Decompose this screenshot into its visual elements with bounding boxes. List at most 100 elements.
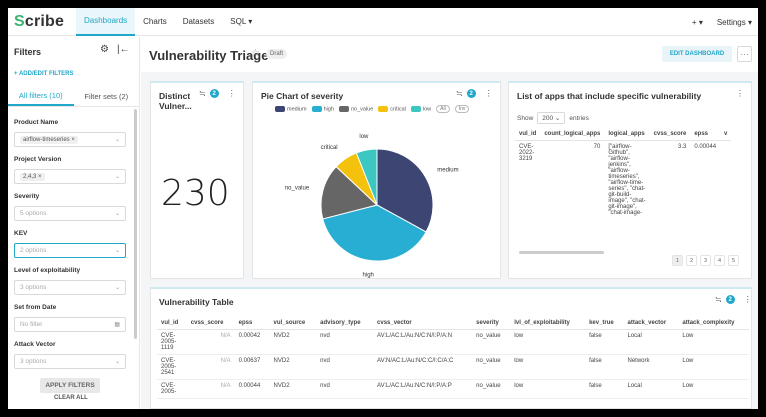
pie-slice-no-value[interactable] <box>320 165 379 220</box>
legend-swatch <box>275 105 285 112</box>
table-row: CVE- 2022- 3219 70 ["airflow- Github", "airf… <box>515 141 731 220</box>
cell-count: 70 <box>593 144 601 150</box>
logical-app-line: "airflow- <box>608 168 630 174</box>
card-menu-icon[interactable]: ⋮ <box>736 89 744 98</box>
entries-select[interactable]: 200 ⌄ <box>537 112 566 124</box>
column-header[interactable]: count_logical_apps <box>540 128 605 141</box>
nav-datasets[interactable]: Datasets <box>182 17 215 26</box>
card-menu-icon[interactable]: ⋮ <box>227 89 236 98</box>
column-header[interactable]: cvss_score <box>186 317 235 330</box>
filter-icon[interactable]: ≒ <box>456 89 463 98</box>
horizontal-scrollbar[interactable] <box>519 251 604 254</box>
scribe-logo[interactable]: Scribe <box>14 12 65 30</box>
legend-item[interactable]: medium <box>275 105 307 112</box>
column-header[interactable]: lvl_of_exploitability <box>510 317 586 330</box>
pie-slice-label: no_value <box>285 186 310 192</box>
column-header[interactable]: cvss_vector <box>373 317 473 330</box>
exploitability-select[interactable]: 3 options ⌄ <box>14 280 126 295</box>
pagination: 1 2 3 4 5 <box>672 255 739 266</box>
column-header[interactable]: advisory_type <box>316 317 374 330</box>
cell-id-line: 2005- <box>161 339 177 345</box>
logical-app-line: ["airflow- <box>608 144 632 150</box>
clear-all-button[interactable]: CLEAR ALL <box>54 395 88 401</box>
severity-select[interactable]: 5 options ⌄ <box>14 206 126 221</box>
card-menu-icon[interactable]: ⋮ <box>743 295 752 304</box>
legend-item[interactable]: low <box>410 105 432 113</box>
cell-cvss: N/A <box>220 358 231 364</box>
product-name-select[interactable]: airflow-timeseries × ⌄ <box>14 132 126 147</box>
cell-id-line: 2005- <box>161 364 177 370</box>
cell-v <box>720 141 731 220</box>
edit-dashboard-button[interactable]: EDIT DASHBOARD <box>662 46 732 62</box>
logical-app-line: jenkins", <box>608 162 631 168</box>
legend-toggle-all[interactable]: All <box>436 105 450 113</box>
nav-dashboards[interactable]: Dashboards <box>76 8 136 36</box>
collapse-panel-icon[interactable]: |← <box>116 44 130 55</box>
cell-vec: AV:L/AC:L/Au:N/C:N/I:P/A:N <box>377 333 453 339</box>
page-button[interactable]: 2 <box>686 255 697 266</box>
logical-app-line: "airflow-time- <box>608 180 644 186</box>
column-header[interactable]: attack_vector <box>623 317 679 330</box>
legend-swatch <box>378 105 389 112</box>
column-header[interactable]: vul_id <box>157 317 187 330</box>
cell-ac: Low <box>682 383 694 389</box>
page-button[interactable]: 5 <box>728 255 739 266</box>
filter-label: Severity <box>14 193 40 200</box>
filter-label: Set from Date <box>14 304 57 311</box>
column-header[interactable]: kev_true <box>585 317 624 330</box>
star-icon[interactable]: ☆ <box>251 48 260 59</box>
filter-label: Level of exploitability <box>14 267 81 274</box>
legend-item[interactable]: high <box>311 105 334 112</box>
chevron-down-icon: ⌄ <box>114 285 120 291</box>
project-version-select[interactable]: 2,4,3 × ⌄ <box>14 169 126 184</box>
add-edit-filters-button[interactable]: + ADD/EDIT FILTERS <box>14 71 74 77</box>
cell-id: CVE- 2005- 2541 <box>157 355 187 380</box>
legend-label: low <box>422 106 432 113</box>
chevron-down-icon: ⌄ <box>114 248 120 254</box>
legend-item[interactable]: critical <box>378 105 406 112</box>
page-button[interactable]: 3 <box>700 255 711 266</box>
plus-menu-button[interactable]: + ▾ <box>691 17 703 27</box>
page-button[interactable]: 4 <box>714 255 725 266</box>
column-header[interactable]: vul_id <box>515 128 541 141</box>
column-header[interactable]: cvss_score <box>649 128 691 141</box>
gear-icon[interactable]: ⚙ <box>100 44 109 55</box>
pie-slice-low[interactable] <box>355 148 378 206</box>
tab-all-filters[interactable]: All filters (10) <box>8 87 74 106</box>
column-header[interactable]: attack_complexity <box>678 317 749 330</box>
page-button[interactable]: 1 <box>672 255 683 266</box>
filter-icon[interactable]: ≒ <box>715 295 722 304</box>
filter-attack-vector: Attack Vector 3 options ⌄ <box>14 341 126 369</box>
legend-label: no_value <box>350 106 374 113</box>
cell-lvl: low <box>514 383 524 389</box>
column-header[interactable]: logical_apps <box>604 128 650 141</box>
column-header[interactable]: vul_source <box>269 317 317 330</box>
vulnerability-table-wrapper: vul_id cvss_score epss vul_source advisory_t… <box>157 317 749 409</box>
card-title: Vulnerability Table <box>159 297 234 307</box>
filter-icon[interactable]: ≒ <box>199 89 206 98</box>
nav-charts[interactable]: Charts <box>143 17 167 26</box>
more-options-button[interactable]: ··· <box>737 46 752 62</box>
cell-id-line: 2541 <box>161 370 175 376</box>
pie-slice-medium[interactable] <box>376 148 434 233</box>
vulnerability-table: vul_id cvss_score epss vul_source advisory_t… <box>157 317 749 399</box>
nav-sql[interactable]: SQL ▾ <box>230 17 253 26</box>
chevron-down-icon: ⌄ <box>114 174 120 180</box>
filter-scrollbar[interactable] <box>134 109 137 339</box>
column-header[interactable]: epss <box>690 128 721 141</box>
column-header[interactable]: v <box>720 128 732 141</box>
column-header[interactable]: severity <box>472 317 511 330</box>
legend-item[interactable]: no_value <box>338 105 374 113</box>
apply-filters-button[interactable]: APPLY FILTERS <box>40 378 100 393</box>
card-menu-icon[interactable]: ⋮ <box>484 89 493 98</box>
date-picker-input[interactable]: No filter ▦ <box>14 317 126 332</box>
attack-vector-select[interactable]: 3 options ⌄ <box>14 354 126 369</box>
column-header[interactable]: epss <box>234 317 270 330</box>
legend-toggle-inv[interactable]: Inv <box>454 105 470 113</box>
settings-menu[interactable]: Settings ▾ <box>716 17 752 27</box>
kev-select[interactable]: 2 options ⌄ <box>14 243 126 258</box>
cell-lvl: low <box>514 333 524 339</box>
tab-filter-sets[interactable]: Filter sets (2) <box>84 92 129 101</box>
app-window: Scribe Dashboards Charts Datasets SQL ▾ … <box>8 8 758 409</box>
pie-slice-high[interactable] <box>322 204 427 262</box>
